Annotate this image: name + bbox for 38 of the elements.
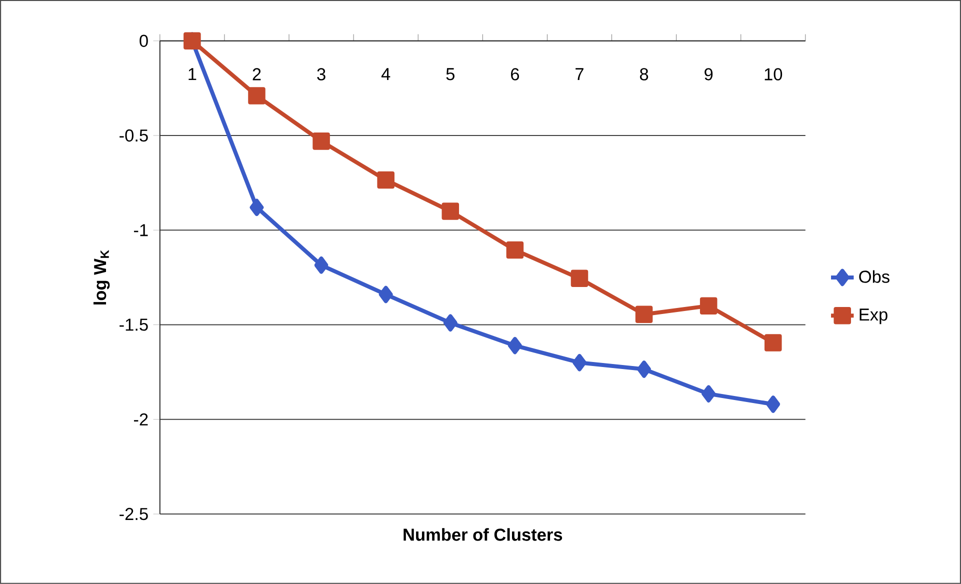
point <box>635 306 653 324</box>
x-tick-label: 2 <box>252 68 261 80</box>
x-tick-label: 8 <box>640 68 648 80</box>
x-tick-label: 4 <box>381 68 390 80</box>
point <box>637 360 652 378</box>
x-tick-label: 9 <box>704 68 713 80</box>
point <box>766 396 780 413</box>
x-tick-label: 5 <box>446 68 454 80</box>
legend-label: Exp <box>860 308 888 324</box>
y-axis-title: log W$_{K}$ <box>94 250 110 304</box>
y-tick-label: -1 <box>134 224 148 236</box>
point <box>764 334 782 352</box>
point <box>700 297 718 315</box>
legend-label: Obs <box>859 270 890 283</box>
point <box>314 256 328 274</box>
x-tick-label: 10 <box>764 68 782 80</box>
point <box>572 354 586 372</box>
point <box>570 270 588 288</box>
point <box>442 202 460 220</box>
x-tick-label: 1 <box>188 68 196 80</box>
point <box>377 171 394 189</box>
point <box>248 87 266 104</box>
y-tick-label: -2.5 <box>120 508 148 520</box>
point <box>443 314 458 332</box>
point <box>378 286 393 304</box>
point <box>506 241 524 259</box>
y-tick-label: -0.5 <box>120 129 148 142</box>
x-axis-title: Number of Clusters <box>404 528 562 541</box>
point <box>312 132 330 150</box>
y-tick-label: 0 <box>140 34 148 48</box>
x-tick-label: 7 <box>576 68 584 80</box>
point <box>702 385 716 403</box>
y-tick-label: -1.5 <box>120 318 148 331</box>
point <box>508 336 522 354</box>
x-tick-label: 3 <box>317 68 326 80</box>
x-tick-label: 6 <box>511 68 519 80</box>
y-tick-label: -2 <box>134 413 148 426</box>
point <box>250 198 264 216</box>
